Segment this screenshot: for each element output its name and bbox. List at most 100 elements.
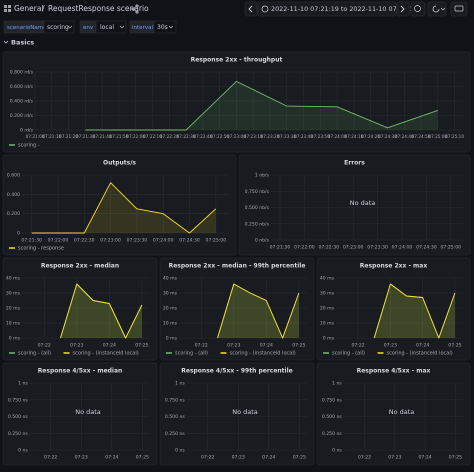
variable-dropdown[interactable] (43, 20, 75, 34)
variables: scenarioName scoring env local interval … (3, 20, 177, 34)
zoom-out-button[interactable] (410, 1, 426, 17)
panel-title[interactable]: Response 4/5xx - median (38, 368, 123, 375)
legend-label[interactable]: scoring - (instanceId local) (230, 351, 296, 357)
x-tick-label: 07:24 (416, 343, 429, 349)
panel (159, 362, 315, 466)
y-tick-label: 0.750 ns (8, 397, 29, 403)
x-tick-label: 07:24 (418, 455, 431, 461)
y-tick-label: 30 ms (6, 291, 21, 297)
panel-title[interactable]: Response 4/5xx - max (357, 368, 431, 375)
row-title[interactable]: Basics (11, 39, 34, 47)
x-tick-label: 07:23:10 (244, 134, 263, 139)
y-tick-label: 20 ms (163, 306, 178, 312)
legend-label[interactable]: scoring - (all) (18, 351, 51, 357)
area-fill (85, 81, 438, 130)
legend-label[interactable]: scoring - response (18, 246, 64, 252)
x-tick-label: 07:24:30 (378, 134, 397, 139)
x-tick-label: 07:23 (75, 455, 88, 461)
area-fill (60, 284, 142, 338)
x-tick-label: 07:23:50 (311, 134, 330, 139)
y-tick-label: 20 ms (6, 306, 21, 312)
panel (2, 362, 158, 466)
time-back-button[interactable] (244, 1, 258, 17)
x-tick-label: 07:23 (232, 455, 245, 461)
variable-dropdown[interactable] (153, 20, 177, 34)
x-tick-label: 07:21:40 (93, 134, 112, 139)
time-picker[interactable] (257, 1, 397, 17)
refresh-icon (432, 5, 440, 13)
clock-icon (261, 5, 269, 13)
y-tick-label: 0.600 (7, 173, 20, 179)
panel-title[interactable]: Response 2xx - throughput (191, 57, 283, 64)
legend-label[interactable]: scoring - (all) (175, 351, 208, 357)
y-tick-label: 0 ns (332, 448, 342, 454)
x-tick-label: 07:22:00 (126, 134, 145, 139)
legend-label[interactable]: scoring - (all) (332, 351, 365, 357)
x-tick-label: 07:21:30 (21, 238, 42, 244)
refresh-button[interactable] (427, 1, 447, 17)
variable-dropdown[interactable] (95, 20, 127, 34)
x-tick-label: 07:23:30 (127, 238, 148, 244)
x-tick-label: 07:25 (135, 343, 148, 349)
row-collapse-icon[interactable] (3, 40, 9, 44)
y-tick-label: 10 ms (320, 321, 335, 327)
y-tick-label: 0.200 rd/s (10, 113, 34, 119)
x-tick-label: 07:22:50 (210, 134, 229, 139)
x-tick-label: 07:23:30 (367, 245, 388, 251)
breadcrumb-separator: / (42, 4, 45, 13)
x-tick-label: 07:23 (384, 343, 397, 349)
x-tick-label: 07:21:20 (59, 134, 78, 139)
y-tick-label: 0.250 ns (322, 431, 343, 437)
panel-title[interactable]: Response 4/5xx - 99th percentile (181, 368, 292, 375)
series-line (373, 283, 456, 339)
legend-label[interactable]: scoring - (instanceId local) (387, 351, 453, 357)
legend-label[interactable]: scoring - (18, 143, 40, 149)
panel-title[interactable]: Errors (344, 160, 365, 167)
dashboard-title[interactable]: RequestResponse scenario (48, 4, 149, 13)
x-tick-label: 07:24:20 (361, 134, 380, 139)
no-data-message: No data (75, 408, 101, 416)
x-tick-label: 07:24:50 (412, 134, 431, 139)
x-tick-label: 07:24:00 (328, 134, 347, 139)
time-forward-button[interactable] (396, 1, 410, 17)
apps-icon[interactable] (4, 5, 11, 12)
x-tick-label: 07:24 (260, 343, 273, 349)
panel-title[interactable]: Response 2xx - median - 99th percentile (169, 263, 306, 270)
x-tick-label: 07:24:00 (153, 238, 174, 244)
y-tick-label: 0 rd/s (20, 128, 34, 134)
x-tick-label: 07:22:30 (318, 245, 339, 251)
tv-mode-button[interactable] (450, 1, 468, 17)
y-tick-label: 40 ms (163, 276, 178, 282)
breadcrumb-root[interactable]: General (14, 4, 44, 13)
panel-title[interactable]: Response 2xx - max (360, 263, 428, 270)
x-tick-label: 07:25:00 (206, 238, 227, 244)
y-tick-label: 0.750 nb/s (245, 189, 270, 195)
zoom-icon (414, 5, 421, 12)
panel (316, 257, 471, 361)
share-icon[interactable] (131, 4, 139, 14)
y-tick-label: 10 ms (163, 321, 178, 327)
x-tick-label: 07:24 (262, 455, 275, 461)
x-tick-label: 07:22 (195, 343, 208, 349)
legend-label[interactable]: scoring - (instanceId local) (73, 351, 139, 357)
y-tick-label: 20 ms (320, 306, 335, 312)
x-tick-label: 07:23:00 (343, 245, 364, 251)
y-tick-label: 10 ms (6, 321, 21, 327)
panel-title[interactable]: Outputs/s (103, 160, 136, 167)
x-tick-label: 07:25 (448, 343, 461, 349)
refresh-caret (440, 7, 446, 11)
variable-label: scenarioName (7, 25, 47, 31)
y-tick-label: 30 ms (320, 291, 335, 297)
area-fill (60, 284, 142, 338)
y-tick-label: 0 ms (166, 336, 178, 342)
y-tick-label: 0.600 rd/s (10, 84, 34, 90)
x-tick-label: 07:21:30 (270, 245, 291, 251)
tv-icon (454, 5, 464, 12)
y-tick-label: 40 ms (320, 276, 335, 282)
x-tick-label: 07:22:30 (177, 134, 196, 139)
x-tick-label: 07:23:20 (261, 134, 280, 139)
variable-label: interval (132, 25, 153, 31)
y-tick-label: 0.400 (7, 192, 20, 198)
panel (2, 257, 158, 361)
panel-title[interactable]: Response 2xx - median (41, 263, 119, 270)
